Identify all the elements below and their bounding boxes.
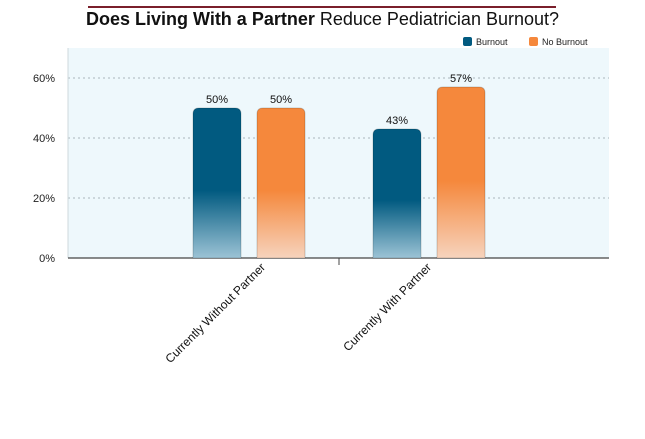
y-tick-label: 20% bbox=[33, 193, 55, 205]
chart-legend: Burnout No Burnout bbox=[463, 37, 588, 47]
x-tick-label: Currently Without Partner bbox=[162, 260, 268, 366]
data-label: 57% bbox=[450, 73, 472, 85]
y-tick-label: 0% bbox=[39, 253, 55, 265]
data-label: 43% bbox=[386, 115, 408, 127]
legend-label: No Burnout bbox=[542, 37, 588, 47]
chart-title: Does Living With a Partner Reduce Pediat… bbox=[0, 9, 645, 30]
bar-burnout bbox=[372, 128, 422, 259]
title-rule bbox=[88, 6, 556, 8]
chart-title-bold: Does Living With a Partner bbox=[85, 9, 315, 29]
legend-swatch bbox=[529, 37, 538, 46]
legend-label: Burnout bbox=[476, 37, 508, 47]
plot-background bbox=[68, 48, 609, 258]
y-tick-label: 60% bbox=[33, 73, 55, 85]
chart-title-normal: Reduce Pediatrician Burnout? bbox=[314, 9, 560, 29]
y-tick-label: 40% bbox=[33, 133, 55, 145]
legend-swatch bbox=[463, 37, 472, 46]
data-label: 50% bbox=[270, 94, 292, 106]
bar-no-burnout bbox=[436, 86, 486, 259]
bar-burnout bbox=[192, 107, 242, 259]
plot-area: 0% 20% 40% 60% 50% 50% 43% 57% Currently Without… bbox=[33, 48, 609, 366]
bar-no-burnout bbox=[256, 107, 306, 259]
data-label: 50% bbox=[206, 94, 228, 106]
x-tick-label: Currently With Partner bbox=[340, 260, 434, 354]
